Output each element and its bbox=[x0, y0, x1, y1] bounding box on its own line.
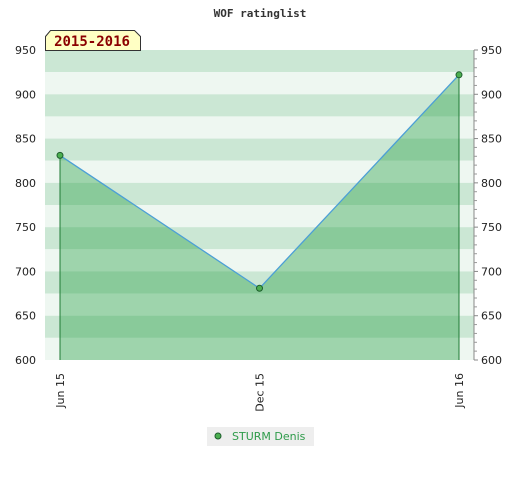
season-label: 2015-2016 bbox=[45, 30, 141, 51]
y-tick-label-left: 800 bbox=[15, 177, 36, 190]
x-tick-label: Jun 16 bbox=[453, 373, 466, 409]
background-band bbox=[45, 271, 474, 294]
legend-background bbox=[207, 427, 314, 446]
background-band bbox=[45, 138, 474, 161]
background-band bbox=[45, 337, 474, 360]
right-axis-tick-labels: 600 650 700 750 800 850 900 950 bbox=[481, 44, 502, 367]
background-band bbox=[45, 205, 474, 228]
legend-series-label[interactable]: STURM Denis bbox=[232, 430, 306, 443]
legend[interactable]: STURM Denis bbox=[207, 427, 314, 446]
series-area-layer bbox=[56, 71, 463, 361]
y-tick-label-right: 650 bbox=[481, 310, 502, 323]
background-band bbox=[45, 315, 474, 338]
chart-title: WOF ratinglist bbox=[214, 7, 307, 20]
data-point bbox=[56, 151, 64, 159]
y-tick-label-right: 850 bbox=[481, 133, 502, 146]
y-tick-label-right: 950 bbox=[481, 44, 502, 57]
background-band bbox=[45, 182, 474, 205]
legend-marker-icon bbox=[214, 432, 222, 440]
season-label-box bbox=[45, 30, 141, 51]
y-tick-label-right: 800 bbox=[481, 177, 502, 190]
background-band bbox=[45, 50, 474, 73]
data-point bbox=[455, 71, 463, 79]
y-tick-label-left: 650 bbox=[15, 310, 36, 323]
background-band bbox=[45, 94, 474, 117]
y-tick-label-left: 950 bbox=[15, 44, 36, 57]
y-tick-label-left: 600 bbox=[15, 354, 36, 367]
right-axis-minor-ticks bbox=[474, 49, 478, 361]
background-band bbox=[45, 293, 474, 316]
plot-background-bands bbox=[45, 50, 474, 360]
y-tick-label-right: 700 bbox=[481, 265, 502, 278]
season-label-text: 2015-2016 bbox=[54, 34, 130, 50]
y-tick-label-right: 600 bbox=[481, 354, 502, 367]
background-band bbox=[45, 227, 474, 250]
y-tick-label-right: 900 bbox=[481, 88, 502, 101]
left-axis-tick-labels: 600 650 700 750 800 850 900 950 bbox=[15, 44, 36, 367]
y-tick-label-left: 750 bbox=[15, 221, 36, 234]
right-axis bbox=[473, 49, 478, 361]
y-tick-label-left: 850 bbox=[15, 133, 36, 146]
background-band bbox=[45, 160, 474, 183]
background-band bbox=[45, 249, 474, 272]
data-point bbox=[256, 284, 263, 292]
y-tick-label-right: 750 bbox=[481, 221, 502, 234]
x-tick-label: Jun 15 bbox=[54, 373, 67, 409]
y-tick-label-left: 700 bbox=[15, 265, 36, 278]
y-tick-label-left: 900 bbox=[15, 88, 36, 101]
series-area bbox=[60, 74, 459, 361]
background-band bbox=[45, 72, 474, 95]
x-tick-label: Dec 15 bbox=[254, 373, 267, 412]
x-axis-tick-labels: Jun 15 Dec 15 Jun 16 bbox=[54, 373, 466, 412]
background-band bbox=[45, 116, 474, 139]
